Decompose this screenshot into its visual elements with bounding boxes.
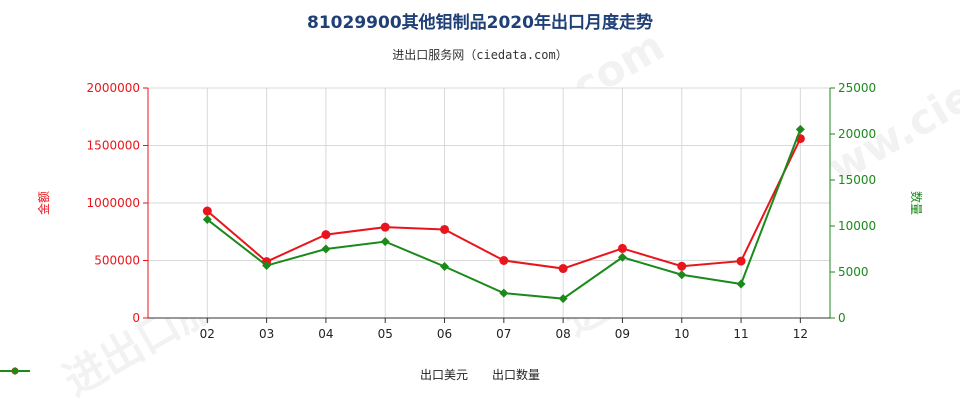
y-axis-title-left: 金额: [36, 191, 51, 215]
legend-item-quantity[interactable]: 出口数量: [0, 366, 541, 383]
legend: 出口美元 出口数量: [0, 366, 960, 383]
data-point-quantity: [795, 124, 805, 134]
data-point-quantity: [499, 288, 509, 298]
y-tick-label-right: 25000: [838, 81, 876, 95]
data-point-quantity: [202, 215, 212, 225]
data-point-usd: [499, 256, 509, 265]
x-tick-label: 02: [200, 327, 215, 341]
x-tick-label: 12: [793, 327, 808, 341]
x-tick-label: 04: [318, 327, 333, 341]
x-tick-label: 03: [259, 327, 274, 341]
data-point-usd: [558, 264, 568, 274]
x-tick-label: 10: [674, 327, 689, 341]
x-tick-label: 11: [733, 327, 748, 341]
x-tick-label: 07: [496, 327, 511, 341]
data-point-quantity: [617, 252, 627, 262]
line-chart: 0 500000 1000000 1500000 2000000 0 5000 10000 15…: [36, 81, 924, 341]
chart-title: 81029900其他钼制品2020年出口月度走势: [307, 13, 653, 33]
x-tick-label: 09: [615, 327, 630, 341]
data-point-usd: [677, 261, 687, 271]
data-point-usd: [202, 206, 212, 216]
data-point-quantity: [736, 279, 746, 289]
data-point-usd: [380, 222, 390, 232]
data-point-usd: [440, 224, 450, 234]
data-point-usd: [617, 243, 627, 253]
legend-item-usd[interactable]: 出口美元: [0, 366, 468, 383]
y-tick-label-right: 10000: [838, 219, 876, 233]
data-point-quantity: [380, 237, 390, 247]
y-tick-label-right: 20000: [838, 127, 876, 141]
data-point-quantity: [321, 244, 331, 254]
legend-label-usd: 出口美元: [419, 368, 468, 382]
x-tick-label: 05: [378, 327, 393, 341]
y-tick-label-right: 0: [838, 311, 846, 325]
legend-swatch-quantity: [0, 367, 30, 375]
x-tick-label: 06: [437, 327, 452, 341]
data-point-usd: [736, 256, 746, 266]
y-tick-label-left: 500000: [94, 254, 140, 268]
x-tick-label: 08: [555, 327, 570, 341]
y-tick-label-left: 1000000: [87, 196, 140, 210]
y-tick-label-left: 2000000: [87, 81, 140, 95]
y-axis-title-right: 数量: [909, 191, 924, 215]
data-point-quantity: [677, 270, 687, 280]
legend-label-quantity: 出口数量: [492, 368, 541, 382]
data-point-quantity: [558, 294, 568, 304]
y-tick-label-left: 1500000: [87, 139, 140, 153]
data-point-usd: [321, 230, 331, 240]
y-tick-label-left: 0: [132, 311, 140, 325]
chart-subtitle: 进出口服务网（ciedata.com）: [392, 48, 568, 62]
data-point-quantity: [262, 261, 272, 271]
data-point-quantity: [440, 261, 450, 271]
y-tick-label-right: 15000: [838, 173, 876, 187]
y-tick-label-right: 5000: [838, 265, 869, 279]
